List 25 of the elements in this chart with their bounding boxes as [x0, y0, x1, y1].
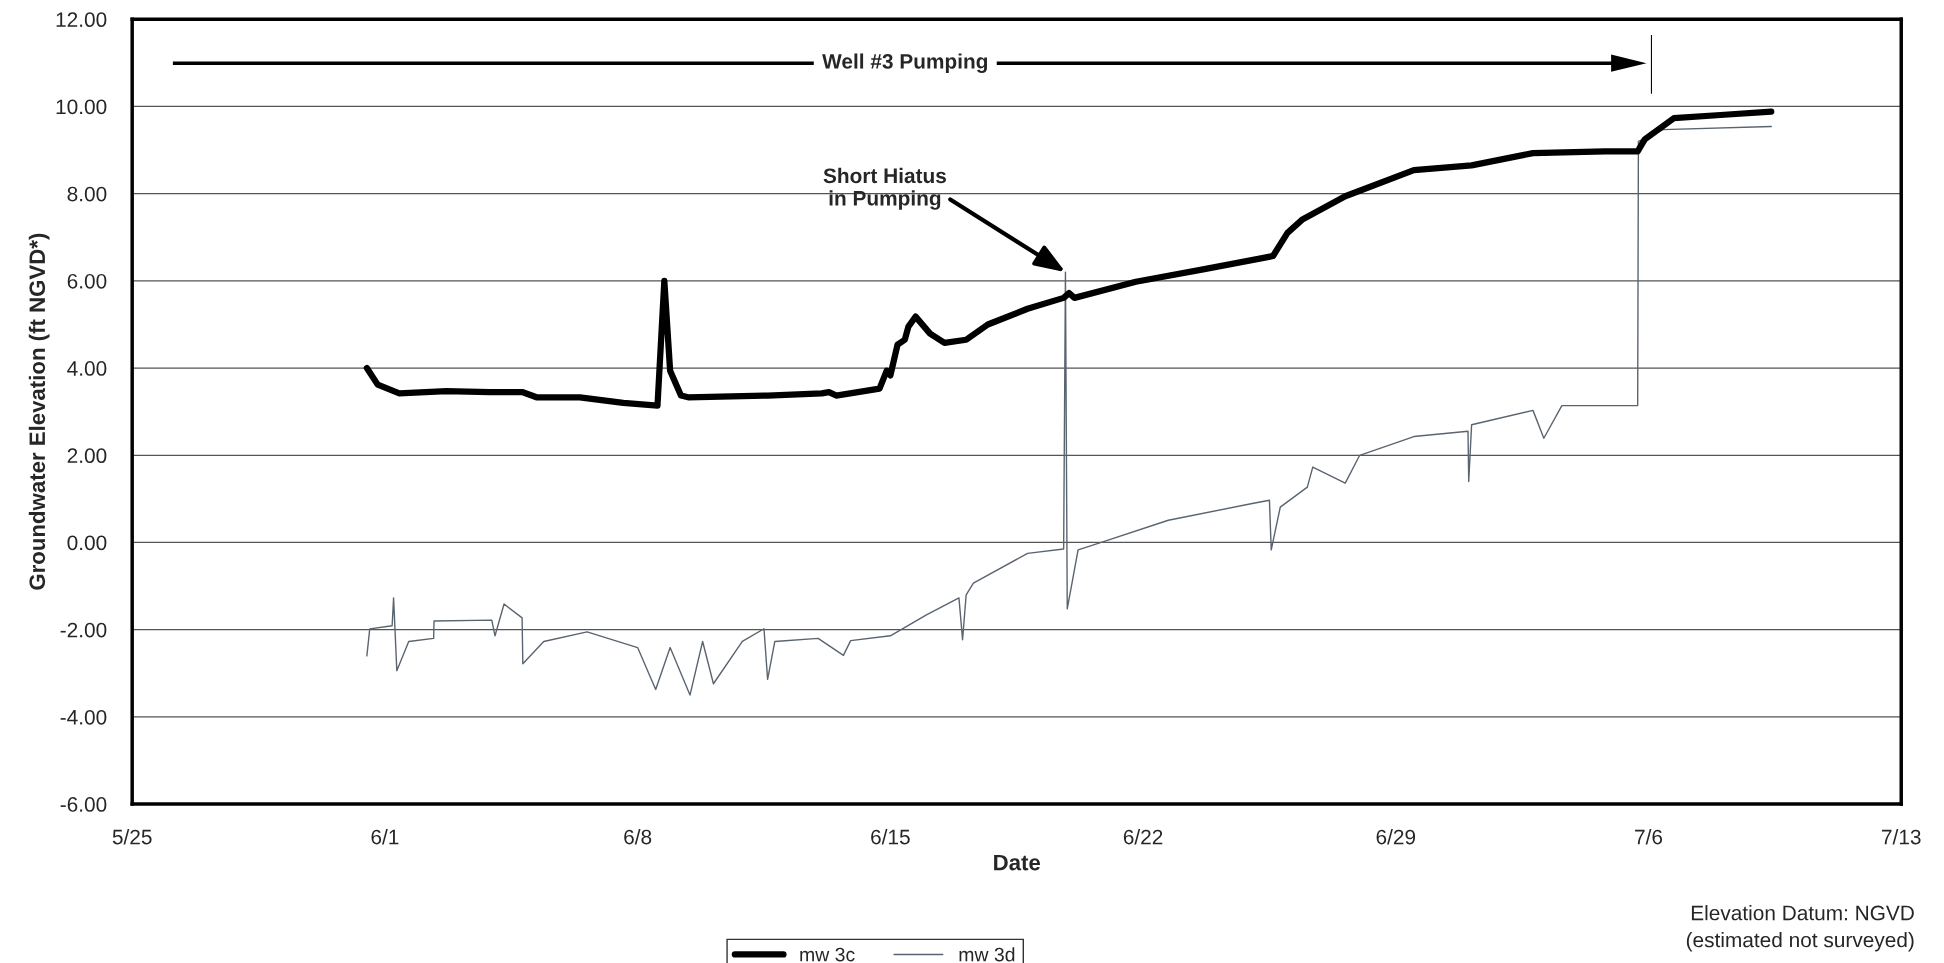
x-tick-label: 7/13	[1882, 829, 1921, 845]
y-axis-title: Groundwater Elevation (ft NGVD*)	[28, 233, 50, 590]
x-tick-label: 6/29	[1376, 829, 1416, 845]
y-tick-label: -4.00	[60, 709, 107, 725]
y-tick-label: 6.00	[67, 273, 107, 289]
annotation: Short Hiatus in Pumping	[823, 167, 946, 210]
y-tick-label: -2.00	[60, 622, 107, 638]
x-tick-label: 6/1	[371, 829, 399, 845]
y-tick-label: -6.00	[60, 797, 107, 812]
legend-label: mw 3d	[959, 947, 1015, 962]
y-tick-label: 0.00	[67, 535, 107, 551]
annotation: Well #3 Pumping	[822, 53, 988, 73]
text: Elevation Datum: NGVD (estimated not surveyed)	[1686, 905, 1914, 952]
y-tick-label: 10.00	[56, 99, 107, 115]
x-tick-label: 6/15	[871, 829, 910, 845]
y-tick-label: 2.00	[67, 448, 107, 464]
x-tick-label: 6/8	[624, 829, 652, 845]
y-tick-label: 12.00	[56, 12, 107, 28]
x-tick-label: 6/22	[1123, 829, 1163, 845]
x-tick-label: 5/25	[112, 829, 152, 845]
legend-label: mw 3c	[800, 947, 855, 962]
x-tick-label: 7/6	[1635, 829, 1663, 845]
y-tick-label: 8.00	[67, 186, 107, 202]
x-axis-title: Date	[994, 854, 1041, 871]
y-tick-label: 4.00	[67, 361, 107, 376]
